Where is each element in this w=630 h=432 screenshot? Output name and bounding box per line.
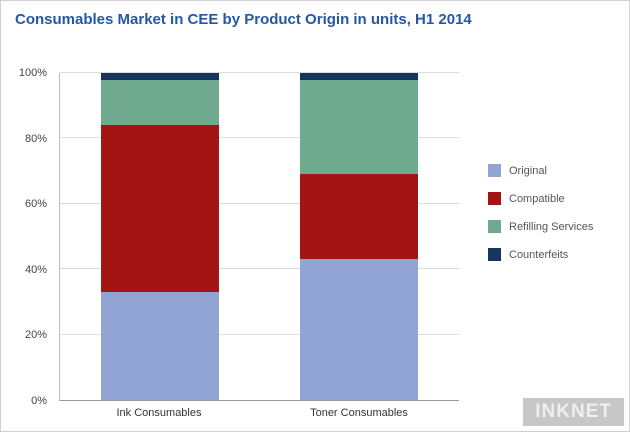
bar-segment-compatible <box>300 174 419 260</box>
legend-item-original: Original <box>488 164 593 177</box>
gridline <box>60 333 459 335</box>
chart-title: Consumables Market in CEE by Product Ori… <box>15 11 472 28</box>
legend-swatch <box>488 192 501 205</box>
legend-label: Refilling Services <box>509 220 594 233</box>
bar-segment-original <box>100 292 219 400</box>
bar-segment-counterfeits <box>300 73 419 80</box>
bar-segment-compatible <box>100 125 219 293</box>
y-tick-label: 100% <box>18 67 47 79</box>
legend-swatch <box>488 164 501 177</box>
legend: Original Compatible Refilling Services Coun… <box>488 164 593 276</box>
y-axis: 0% 20% 40% 60% 80% 100% <box>1 67 53 407</box>
bars-container <box>60 73 459 400</box>
x-axis-label: Toner Consumables <box>310 407 408 419</box>
gridline <box>60 137 459 139</box>
legend-item-compatible: Compatible <box>488 192 593 205</box>
x-axis-labels: Ink Consumables Toner Consumables <box>59 407 459 419</box>
legend-label: Compatible <box>509 192 565 205</box>
watermark: INKNET <box>523 398 624 426</box>
gridline <box>60 268 459 270</box>
bar-segment-original <box>300 259 419 400</box>
bar-segment-refilling-services <box>300 79 419 175</box>
x-axis-label: Ink Consumables <box>116 407 202 419</box>
legend-item-counterfeits: Counterfeits <box>488 248 593 261</box>
bar-segment-counterfeits <box>100 73 219 80</box>
bar-segment-refilling-services <box>100 79 219 126</box>
legend-item-refilling-services: Refilling Services <box>488 220 593 233</box>
y-tick-label: 80% <box>24 132 47 145</box>
y-tick-label: 0% <box>31 395 47 407</box>
stacked-bar-toner-consumables <box>300 73 419 400</box>
gridline <box>60 72 459 73</box>
stacked-bar-ink-consumables <box>100 73 219 400</box>
legend-label: Counterfeits <box>509 248 569 261</box>
legend-label: Original <box>509 164 547 177</box>
gridline <box>60 202 459 204</box>
y-tick-label: 20% <box>24 329 47 342</box>
legend-swatch <box>488 220 501 233</box>
y-tick-label: 40% <box>24 263 47 276</box>
legend-swatch <box>488 248 501 261</box>
y-tick-label: 60% <box>24 198 47 211</box>
plot-area <box>59 72 459 401</box>
